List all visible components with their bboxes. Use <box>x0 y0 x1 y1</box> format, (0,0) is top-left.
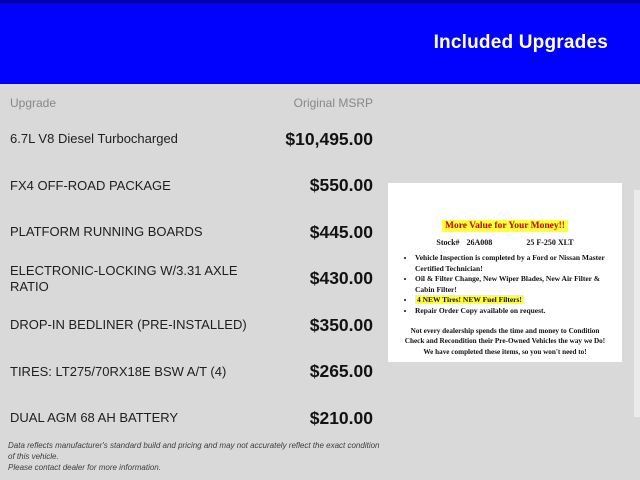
column-header-original-msrp: Original MSRP <box>293 96 373 110</box>
stock-number-group: Stock# 26A008 <box>436 238 492 247</box>
upgrade-msrp: $550.00 <box>309 175 373 196</box>
stock-label: Stock# <box>436 238 460 247</box>
vehicle-name: 25 F-250 XLT <box>526 238 574 247</box>
table-row: PLATFORM RUNNING BOARDS $445.00 <box>10 209 373 256</box>
stock-number: 26A008 <box>466 238 493 247</box>
stock-row: Stock# 26A008 25 F-250 XLT <box>399 238 611 247</box>
upgrade-name: DROP-IN BEDLINER (PRE-INSTALLED) <box>10 317 247 333</box>
bullet-item: Oil & Filter Change, New Wiper Blades, N… <box>415 274 611 295</box>
table-row: 6.7L V8 Diesel Turbocharged $10,495.00 <box>10 116 373 163</box>
bullet-item: Vehicle Inspection is completed by a For… <box>415 253 611 274</box>
upgrade-msrp: $210.00 <box>309 407 373 428</box>
upgrade-msrp: $445.00 <box>309 221 373 242</box>
bullet-text-highlighted: 4 NEW Tires! NEW Fuel Filters! <box>415 295 524 304</box>
scrollbar[interactable] <box>634 190 640 417</box>
upgrade-name: DUAL AGM 68 AH BATTERY <box>10 410 179 426</box>
table-header-row: Upgrade Original MSRP <box>10 96 373 110</box>
upgrade-name: TIRES: LT275/70RX18E BSW A/T (4) <box>10 363 227 379</box>
bullet-item: Repair Order Copy available on request. <box>415 306 611 317</box>
upgrade-name: FX4 OFF-ROAD PACKAGE <box>10 177 171 193</box>
column-header-upgrade: Upgrade <box>10 96 57 110</box>
disclaimer: Data reflects manufacturer's standard bu… <box>8 440 388 474</box>
upgrade-name: 6.7L V8 Diesel Turbocharged <box>10 131 178 147</box>
value-card: More Value for Your Money!! Stock# 26A00… <box>388 183 622 362</box>
value-card-title-text: More Value for Your Money!! <box>442 220 568 232</box>
upgrade-name: PLATFORM RUNNING BOARDS <box>10 224 203 240</box>
bullet-text: Repair Order Copy available on request. <box>415 305 546 315</box>
bullet-text: Oil & Filter Change, New Wiper Blades, N… <box>415 274 600 294</box>
upgrade-msrp: $10,495.00 <box>285 128 373 149</box>
table-row: ELECTRONIC-LOCKING W/3.31 AXLE RATIO $43… <box>10 256 373 303</box>
page-header: Included Upgrades <box>0 0 640 84</box>
upgrade-name: ELECTRONIC-LOCKING W/3.31 AXLE RATIO <box>10 262 238 294</box>
upgrade-msrp: $350.00 <box>309 314 373 335</box>
disclaimer-line-1: Data reflects manufacturer's standard bu… <box>8 441 380 462</box>
bullet-text: Vehicle Inspection is completed by a For… <box>415 253 605 273</box>
value-card-closing: Not every dealership spends the time and… <box>404 327 606 356</box>
table-row: TIRES: LT275/70RX18E BSW A/T (4) $265.00 <box>10 349 373 396</box>
value-card-bullets: Vehicle Inspection is completed by a For… <box>399 253 611 316</box>
upgrade-msrp: $265.00 <box>309 361 373 382</box>
value-card-title: More Value for Your Money!! <box>399 215 611 233</box>
upgrade-msrp: $430.00 <box>309 268 373 289</box>
disclaimer-line-2: Please contact dealer for more informati… <box>8 463 161 473</box>
table-row: DUAL AGM 68 AH BATTERY $210.00 <box>10 395 373 442</box>
bullet-item: 4 NEW Tires! NEW Fuel Filters! <box>415 295 611 306</box>
page-title: Included Upgrades <box>433 32 608 53</box>
table-row: DROP-IN BEDLINER (PRE-INSTALLED) $350.00 <box>10 302 373 349</box>
upgrades-table: 6.7L V8 Diesel Turbocharged $10,495.00 F… <box>10 116 373 442</box>
table-row: FX4 OFF-ROAD PACKAGE $550.00 <box>10 163 373 210</box>
